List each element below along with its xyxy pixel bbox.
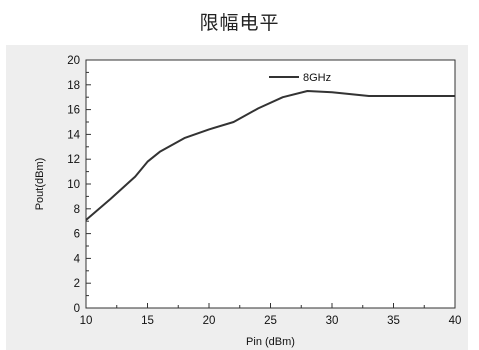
y-tick-label: 2 [74, 278, 80, 290]
series-layer [85, 90, 455, 221]
y-tick-label: 12 [67, 154, 80, 166]
x-axis-label: Pin (dBm) [246, 336, 295, 348]
legend-label-8ghz: 8GHz [303, 72, 331, 84]
y-tick-label: 14 [67, 129, 80, 141]
page-title: 限幅电平 [199, 12, 280, 34]
y-axis-label: Pout(dBm) [34, 158, 46, 211]
x-tick-label: 25 [264, 315, 277, 327]
y-tick-label: 0 [74, 303, 80, 315]
series-line-8ghz [85, 90, 455, 221]
y-tick-label: 10 [67, 179, 80, 191]
y-tick-label: 20 [67, 55, 80, 67]
x-tick-label: 40 [449, 315, 462, 327]
y-tick-label: 6 [74, 229, 80, 241]
x-axis-ticks: 10 15 20 25 30 35 40 [80, 303, 462, 327]
x-tick-label: 30 [326, 315, 339, 327]
y-tick-label: 18 [67, 80, 80, 92]
y-axis-ticks: 0 2 4 6 8 10 12 14 16 18 20 [67, 55, 91, 315]
legend: 8GHz [269, 72, 331, 84]
plot-frame [85, 59, 456, 309]
x-tick-label: 10 [80, 315, 93, 327]
x-tick-label: 20 [203, 315, 216, 327]
y-tick-label: 8 [74, 204, 80, 216]
y-tick-label: 4 [74, 253, 81, 265]
y-tick-label: 16 [67, 105, 80, 117]
x-tick-label: 15 [141, 315, 154, 327]
x-tick-label: 35 [387, 315, 400, 327]
